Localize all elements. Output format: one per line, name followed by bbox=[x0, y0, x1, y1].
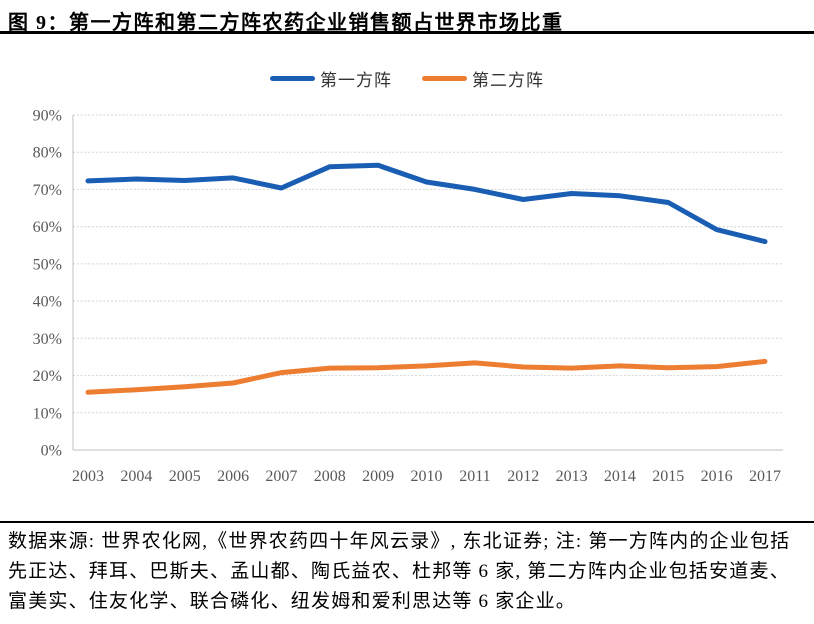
svg-text:2013: 2013 bbox=[556, 468, 588, 485]
title-divider bbox=[0, 31, 814, 34]
svg-text:2005: 2005 bbox=[169, 468, 201, 485]
svg-text:20%: 20% bbox=[33, 368, 62, 385]
svg-text:80%: 80% bbox=[33, 145, 62, 162]
source-note: 数据来源: 世界农化网,《世界农药四十年风云录》, 东北证券; 注: 第一方阵内… bbox=[8, 531, 791, 612]
svg-text:70%: 70% bbox=[33, 182, 62, 199]
svg-text:30%: 30% bbox=[33, 331, 62, 348]
legend-label-second-tier: 第二方阵 bbox=[472, 71, 544, 90]
svg-text:2017: 2017 bbox=[749, 468, 781, 485]
svg-text:2016: 2016 bbox=[701, 468, 733, 485]
svg-text:2006: 2006 bbox=[217, 468, 249, 485]
chart-legend: 第一方阵 第二方阵 bbox=[0, 66, 814, 91]
legend-item-second-tier: 第二方阵 bbox=[422, 66, 544, 91]
svg-text:2009: 2009 bbox=[362, 468, 394, 485]
legend-label-first-tier: 第一方阵 bbox=[320, 71, 392, 90]
legend-line-swatch-orange bbox=[422, 76, 467, 81]
svg-text:2014: 2014 bbox=[604, 468, 636, 485]
svg-text:40%: 40% bbox=[33, 294, 62, 311]
svg-text:60%: 60% bbox=[33, 219, 62, 236]
footer-divider bbox=[0, 521, 814, 523]
svg-text:0%: 0% bbox=[41, 443, 62, 460]
svg-text:2010: 2010 bbox=[411, 468, 443, 485]
svg-text:2004: 2004 bbox=[120, 468, 152, 485]
legend-line-swatch-blue bbox=[270, 76, 315, 81]
svg-text:2012: 2012 bbox=[507, 468, 539, 485]
figure-title: 图 9：第一方阵和第二方阵农药企业销售额占世界市场比重 bbox=[8, 12, 564, 34]
legend-item-first-tier: 第一方阵 bbox=[270, 66, 392, 91]
svg-text:90%: 90% bbox=[33, 108, 62, 125]
svg-text:2008: 2008 bbox=[314, 468, 346, 485]
svg-text:2015: 2015 bbox=[652, 468, 684, 485]
svg-text:10%: 10% bbox=[33, 405, 62, 422]
svg-text:2011: 2011 bbox=[459, 468, 490, 485]
svg-text:50%: 50% bbox=[33, 256, 62, 273]
svg-text:2007: 2007 bbox=[265, 468, 297, 485]
svg-text:2003: 2003 bbox=[72, 468, 104, 485]
